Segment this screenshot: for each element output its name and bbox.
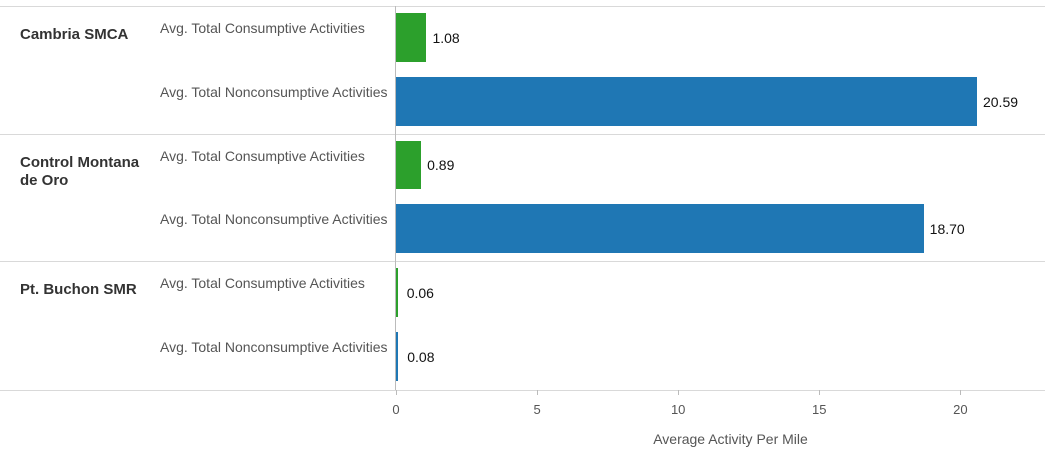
row-label: Avg. Total Nonconsumptive Activities	[160, 211, 388, 228]
row-label: Avg. Total Nonconsumptive Activities	[160, 338, 388, 355]
tick-mark	[537, 390, 539, 395]
bar	[396, 268, 398, 317]
x-tick-label: 0	[392, 402, 400, 417]
bar	[396, 140, 422, 190]
bar	[396, 331, 399, 381]
separator	[0, 390, 1045, 391]
bar	[396, 76, 977, 126]
value-label: 0.89	[427, 157, 455, 174]
tick-mark	[678, 390, 680, 395]
tick-mark	[396, 390, 397, 395]
value-label: 18.70	[929, 221, 965, 238]
row-label: Avg. Total Consumptive Activities	[160, 20, 365, 36]
x-tick-label: 20	[953, 402, 968, 417]
bar	[396, 13, 427, 62]
group-label: Pt. Buchon SMR	[20, 281, 137, 298]
separator	[0, 6, 1045, 7]
axis-line	[395, 6, 396, 390]
row-label: Avg. Total Consumptive Activities	[160, 147, 365, 164]
tick-mark	[960, 390, 962, 395]
value-label: 20.59	[982, 93, 1019, 110]
x-tick-label: 10	[670, 402, 686, 417]
group-label: Cambria SMCA	[20, 26, 129, 43]
value-label: 0.06	[406, 284, 434, 301]
separator	[0, 261, 1045, 262]
x-tick-label: 5	[533, 402, 541, 417]
tick-mark	[819, 390, 821, 395]
bar	[396, 204, 924, 253]
value-label: 0.08	[407, 348, 435, 365]
separator	[0, 133, 1045, 135]
value-label: 1.08	[432, 29, 460, 46]
row-label: Avg. Total Consumptive Activities	[160, 275, 365, 291]
group-label: Control Montana de Oro	[20, 153, 140, 189]
x-tick-label: 15	[812, 402, 827, 417]
row-label: Avg. Total Nonconsumptive Activities	[160, 83, 388, 100]
x-axis-title: Average Activity Per Mile	[653, 431, 808, 447]
